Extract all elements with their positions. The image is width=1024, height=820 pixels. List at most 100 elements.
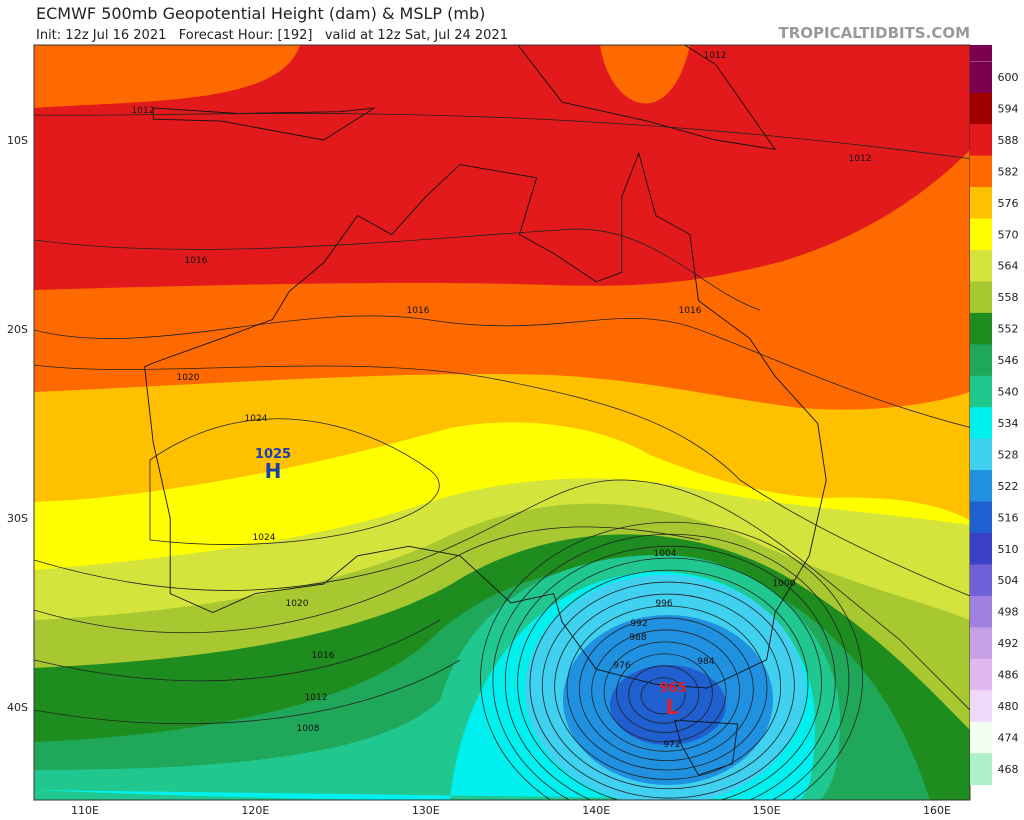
coastline: [144, 151, 827, 689]
colorbar-label: 564: [998, 260, 1019, 273]
colorbar-swatch: [970, 344, 992, 377]
colorbar-swatch: [970, 124, 992, 157]
colorbar-swatch: [970, 155, 992, 188]
colorbar-label: 468: [998, 763, 1019, 776]
colorbar-label: 552: [998, 323, 1019, 336]
isobar: [628, 665, 700, 724]
colorbar-swatch: [970, 564, 992, 597]
colorbar-label: 510: [998, 543, 1019, 556]
colorbar-label: 492: [998, 637, 1019, 650]
lat-label: 30S: [7, 512, 28, 525]
colorbar-label: 504: [998, 574, 1019, 587]
isobar: [640, 677, 686, 715]
colorbar-label: 558: [998, 291, 1019, 304]
isobar-label: 976: [613, 661, 630, 671]
high-pressure-value: 1025: [255, 447, 291, 462]
isobar: [603, 641, 727, 743]
colorbar-label: 594: [998, 102, 1019, 115]
colorbar-swatch: [970, 533, 992, 565]
isobar: [517, 557, 822, 800]
isobar-label: 996: [655, 599, 672, 609]
isobar: [34, 228, 761, 311]
colorbar-label: 576: [998, 197, 1019, 210]
lon-label: 140E: [582, 804, 610, 817]
colorbar-label: 528: [998, 448, 1019, 461]
colorbar-swatch: [970, 218, 992, 251]
colorbar-swatch: [970, 501, 992, 534]
coastline: [517, 45, 777, 151]
isobar: [34, 659, 461, 725]
colorbar-swatch: [970, 690, 992, 723]
isobar-label: 1012: [132, 106, 155, 116]
source: TROPICALTIDBITS.COM: [779, 24, 971, 42]
isobar-label: 1020: [177, 373, 200, 383]
isobar: [34, 113, 970, 160]
isobar: [566, 605, 768, 771]
low-pressure-symbol: L: [666, 695, 679, 719]
isobar-label: 1012: [704, 51, 727, 61]
map-area: [34, 45, 970, 800]
subtitle: Init: 12z Jul 16 2021 Forecast Hour: [19…: [36, 28, 508, 43]
colorbar-label: 540: [998, 386, 1019, 399]
colorbar-label: 582: [998, 165, 1019, 178]
lat-label: 20S: [7, 323, 28, 336]
isobar: [541, 581, 795, 790]
isobar: [34, 619, 441, 682]
title: ECMWF 500mb Geopotential Height (dam) & …: [36, 4, 485, 23]
colorbar-label: 498: [998, 606, 1019, 619]
colorbar-swatch: [970, 375, 992, 408]
colorbar-label: 600: [998, 71, 1019, 84]
colorbar-swatch: [970, 187, 992, 220]
isobar: [554, 593, 782, 780]
isobar-label: 984: [697, 657, 714, 667]
isobar: [34, 479, 970, 711]
isobar: [616, 653, 713, 733]
lat-label: 40S: [7, 701, 28, 714]
colorbar-label: 570: [998, 228, 1019, 241]
lon-label: 120E: [241, 804, 269, 817]
colorbar-swatch: [970, 721, 992, 754]
isobar-label: 988: [629, 633, 646, 643]
isobar-label: 1016: [407, 306, 430, 316]
colorbar-label: 588: [998, 134, 1019, 147]
isobar: [578, 617, 754, 762]
isobar-label: 1004: [654, 549, 677, 559]
lon-label: 110E: [71, 804, 99, 817]
colorbar-swatch: [970, 312, 992, 345]
isobar-label: 1016: [679, 306, 702, 316]
colorbar-swatch: [970, 281, 992, 314]
colorbar-swatch: [970, 753, 992, 786]
isobar-label: 1000: [773, 579, 796, 589]
isobar-label: 1012: [305, 693, 328, 703]
isobar: [34, 526, 701, 634]
colorbar-swatch: [970, 92, 992, 125]
colorbar-label: 480: [998, 700, 1019, 713]
isobar-label: 992: [630, 619, 647, 629]
colorbar-swatch: [970, 627, 992, 660]
colorbar-label: 474: [998, 731, 1019, 744]
isobar: [504, 545, 836, 800]
isobar-label: 1020: [286, 599, 309, 609]
colorbar-label: 546: [998, 354, 1019, 367]
colorbar-swatch: [970, 61, 992, 94]
colorbar-label: 534: [998, 417, 1019, 430]
high-pressure-symbol: H: [265, 459, 282, 483]
isobar-label: 1016: [185, 256, 208, 266]
colorbar-swatch: [970, 407, 992, 440]
colorbar-label: 486: [998, 669, 1019, 682]
colorbar-swatch: [970, 438, 992, 471]
isobar: [149, 418, 440, 545]
isobar: [492, 533, 850, 800]
isobar: [34, 315, 970, 428]
isobar-label: 972: [663, 740, 680, 750]
isobar: [34, 364, 970, 597]
lon-label: 150E: [753, 804, 781, 817]
low-pressure-value: 965: [659, 681, 686, 696]
isobar-label: 1024: [245, 414, 268, 424]
colorbar-swatch: [970, 595, 992, 628]
colorbar-cap: [970, 45, 992, 61]
isobar-label: 1012: [849, 154, 872, 164]
lon-label: 160E: [923, 804, 951, 817]
